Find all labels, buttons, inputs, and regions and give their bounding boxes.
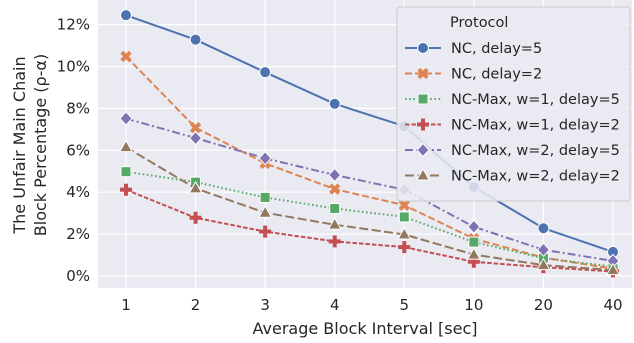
x-tick-label: 1 [121, 296, 131, 314]
legend-label: NC-Max, w=2, delay=5 [451, 143, 620, 159]
data-point [119, 111, 133, 126]
series-line [125, 117, 614, 262]
data-point [328, 235, 341, 248]
data-point [120, 9, 132, 22]
data-point [120, 50, 132, 63]
legend-label: NC-Max, w=2, delay=2 [451, 169, 620, 185]
data-point [120, 166, 132, 178]
legend-item: NC-Max, w=1, delay=2 [405, 118, 620, 134]
legend-marker [416, 142, 430, 158]
data-point [328, 97, 341, 110]
legend-marker [417, 67, 429, 80]
legend-item: NC, delay=5 [405, 41, 542, 57]
y-tick-label: 6% [66, 141, 90, 159]
data-point [467, 219, 481, 235]
data-point [466, 247, 481, 260]
y-axis-ticks: 0% 2% 4% 6% 8% 10% 12% [57, 16, 90, 285]
legend-item: NC-Max, w=2, delay=5 [405, 142, 620, 159]
data-point [118, 139, 134, 153]
data-point [189, 122, 202, 134]
legend-marker [417, 118, 429, 131]
data-point [329, 183, 341, 195]
legend-items: NC, delay=5 NC, delay=2 NC-Max, w=1, delay… [405, 41, 620, 185]
legend-label: NC, delay=2 [451, 67, 542, 83]
y-axis-label-line1: The Unfair Main Chain [10, 56, 29, 234]
data-point [537, 222, 550, 235]
data-point [468, 236, 480, 248]
y-tick-label: 12% [57, 16, 90, 34]
legend-box [396, 6, 631, 202]
legend-label: NC, delay=5 [451, 41, 542, 57]
legend-marker [415, 167, 431, 181]
y-axis-label-line2: Block Percentage (ρ-α) [31, 54, 50, 236]
y-tick-label: 10% [57, 58, 90, 76]
data-point [398, 211, 410, 223]
series-line [125, 14, 614, 253]
x-tick-label: 2 [191, 296, 201, 314]
data-point [188, 130, 203, 146]
legend-marker [417, 42, 429, 54]
legend-title: Protocol [450, 15, 508, 31]
x-tick-label: 3 [260, 296, 270, 314]
data-point [327, 217, 342, 230]
series-nc-max-w-2-delay-2 [118, 139, 621, 276]
data-point [397, 227, 412, 240]
data-point [258, 151, 272, 166]
data-point [329, 203, 341, 215]
series-line [125, 188, 614, 273]
legend-marker [417, 93, 429, 105]
legend: Protocol NC, delay=5 NC, delay=2 NC-Max, w… [396, 6, 631, 202]
data-point [189, 33, 202, 46]
legend-item: NC-Max, w=2, delay=2 [405, 167, 620, 185]
data-point [536, 257, 551, 271]
data-point [259, 225, 272, 238]
data-point [605, 262, 621, 276]
series-group [118, 9, 621, 278]
legend-label: NC-Max, w=1, delay=2 [451, 118, 620, 134]
x-tick-label: 40 [603, 296, 622, 314]
x-tick-label: 10 [464, 296, 483, 314]
series-nc-delay-5 [120, 9, 619, 258]
data-point [188, 180, 203, 194]
y-tick-label: 2% [66, 225, 90, 243]
series-line [125, 55, 614, 270]
legend-label: NC-Max, w=1, delay=5 [451, 92, 620, 108]
x-tick-label: 4 [330, 296, 340, 314]
data-point [536, 242, 551, 258]
x-tick-label: 5 [400, 296, 410, 314]
x-axis-label: Average Block Interval [sec] [253, 319, 478, 338]
data-point [259, 66, 272, 79]
y-tick-label: 0% [66, 267, 90, 285]
data-point [467, 255, 480, 268]
data-point [328, 167, 342, 183]
data-point [398, 199, 410, 211]
y-tick-label: 4% [66, 183, 90, 201]
data-point [189, 211, 202, 224]
x-tick-label: 20 [534, 296, 553, 314]
data-point [258, 205, 273, 218]
data-point [120, 183, 132, 196]
legend-item: NC, delay=2 [405, 67, 542, 83]
y-tick-label: 8% [66, 99, 90, 117]
x-axis-ticks: 1 2 3 4 5 10 20 40 [121, 296, 622, 314]
data-point [259, 191, 271, 203]
data-point [398, 241, 411, 254]
legend-item: NC-Max, w=1, delay=5 [405, 92, 620, 108]
series-line [125, 146, 614, 272]
